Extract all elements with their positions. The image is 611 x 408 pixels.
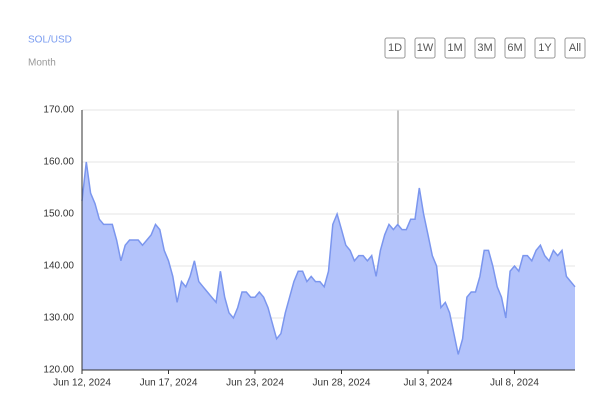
range-button-box <box>414 37 436 59</box>
y-tick-label: 160.00 <box>43 157 74 168</box>
range-button-label: 1D <box>388 42 402 54</box>
range-button[interactable]: All <box>564 37 586 59</box>
range-button[interactable]: 1W <box>414 37 436 59</box>
y-tick-label: 140.00 <box>43 261 74 272</box>
range-button[interactable]: 6M <box>504 37 526 59</box>
range-button-box <box>564 37 586 59</box>
range-button-box <box>444 37 466 59</box>
y-tick-label: 120.00 <box>43 365 74 376</box>
range-button-label: All <box>569 42 581 54</box>
range-button-label: 6M <box>507 42 522 54</box>
x-tick-label: Jun 17, 2024 <box>140 378 198 389</box>
range-button-box <box>504 37 526 59</box>
range-button[interactable]: 1Y <box>534 37 556 59</box>
range-button-label: 3M <box>477 42 492 54</box>
x-tick-label: Jun 28, 2024 <box>313 378 371 389</box>
range-button-label: 1Y <box>538 42 552 54</box>
chart-title: SOL/USD <box>28 35 72 46</box>
range-button-box <box>474 37 496 59</box>
chart-subtitle: Month <box>28 58 56 69</box>
x-tick-label: Jul 8, 2024 <box>490 378 539 389</box>
range-button-label: 1W <box>417 42 434 54</box>
x-tick-label: Jul 3, 2024 <box>403 378 452 389</box>
x-tick-label: Jun 12, 2024 <box>53 378 111 389</box>
range-button[interactable]: 1M <box>444 37 466 59</box>
y-tick-label: 170.00 <box>43 105 74 116</box>
y-tick-label: 130.00 <box>43 313 74 324</box>
range-button-label: 1M <box>447 42 462 54</box>
range-button-box <box>384 37 406 59</box>
line <box>81 161 576 355</box>
x-tick-label: Jun 23, 2024 <box>226 378 284 389</box>
range-button[interactable]: 1D <box>384 37 406 59</box>
range-button[interactable]: 3M <box>474 37 496 59</box>
y-tick-label: 150.00 <box>43 209 74 220</box>
area <box>82 162 575 370</box>
range-button-box <box>534 37 556 59</box>
